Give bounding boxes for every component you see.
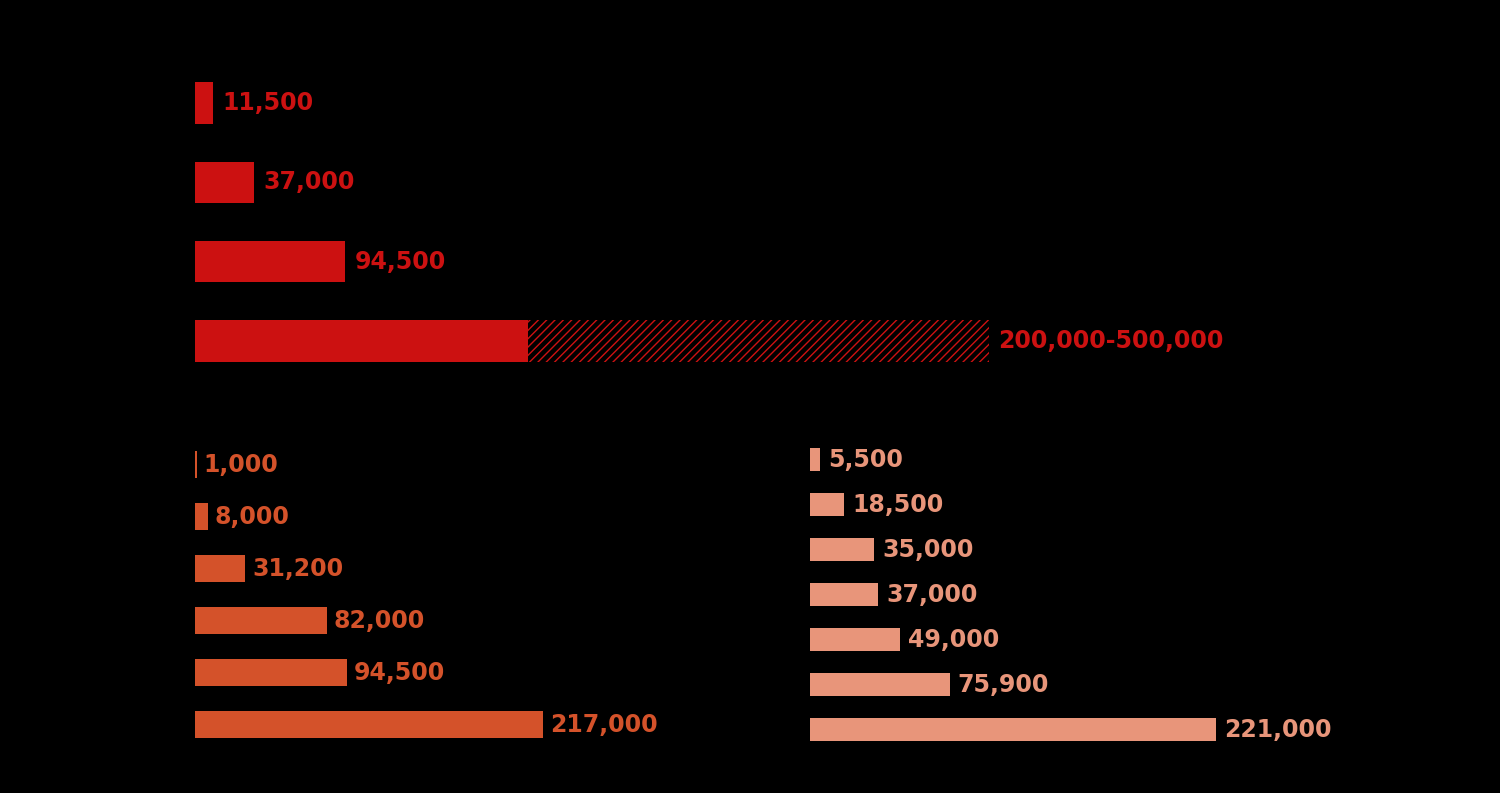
Text: 75,900: 75,900 [957, 672, 1048, 697]
Bar [810, 718, 1216, 741]
Bar [195, 711, 543, 738]
Text: 94,500: 94,500 [354, 250, 446, 274]
Bar [810, 628, 900, 652]
Text: 1,000: 1,000 [204, 453, 279, 477]
Bar [810, 448, 820, 471]
Bar [810, 673, 950, 696]
Text: 18,500: 18,500 [852, 492, 944, 517]
Text: 217,000: 217,000 [550, 713, 658, 737]
Text: 49,000: 49,000 [908, 628, 999, 652]
Text: 37,000: 37,000 [886, 583, 978, 607]
Text: 35,000: 35,000 [882, 538, 974, 561]
Bar [195, 451, 196, 478]
Text: 221,000: 221,000 [1224, 718, 1332, 741]
Text: 31,200: 31,200 [252, 557, 344, 580]
Bar [810, 583, 877, 607]
Bar [195, 555, 244, 582]
Text: 200,000-500,000: 200,000-500,000 [998, 329, 1224, 353]
Bar [195, 504, 208, 531]
Bar [195, 241, 345, 282]
Bar [195, 82, 213, 124]
Text: 94,500: 94,500 [354, 661, 446, 685]
Bar [195, 320, 528, 362]
Bar [195, 659, 346, 686]
Bar [810, 538, 874, 561]
Bar [195, 162, 254, 203]
Bar [195, 607, 327, 634]
Text: 37,000: 37,000 [262, 170, 354, 194]
Text: 82,000: 82,000 [333, 609, 424, 633]
Text: 11,500: 11,500 [224, 91, 314, 115]
Text: 8,000: 8,000 [214, 504, 290, 529]
Bar [810, 493, 844, 516]
Bar [528, 320, 988, 362]
Text: 5,500: 5,500 [828, 448, 903, 472]
